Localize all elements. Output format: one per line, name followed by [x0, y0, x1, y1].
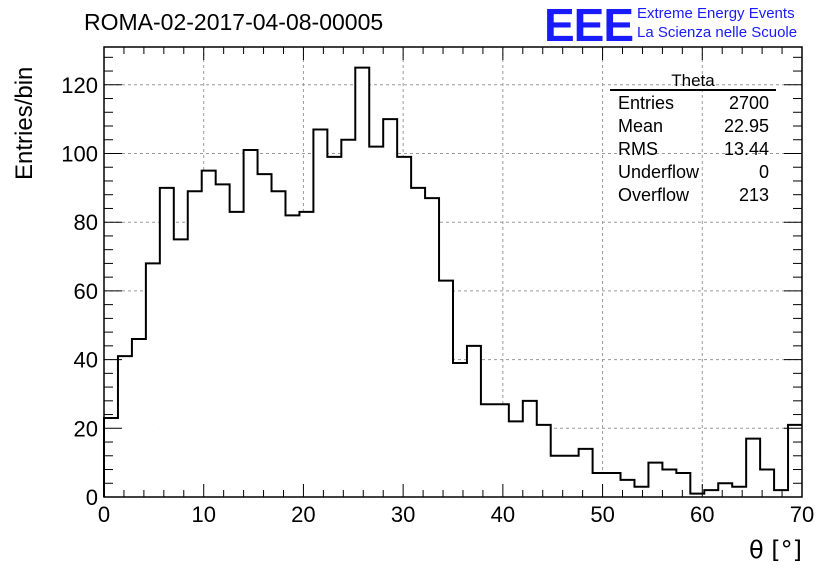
histogram-bar — [215, 184, 230, 497]
stats-label: Overflow — [618, 185, 690, 205]
stats-title: Theta — [671, 71, 715, 90]
x-tick-label: 30 — [391, 502, 415, 527]
histogram-bar — [425, 198, 440, 498]
histogram-bar — [494, 404, 509, 497]
stats-label: RMS — [618, 139, 658, 159]
histogram-bar — [648, 462, 663, 497]
x-tick-label: 10 — [191, 502, 215, 527]
stats-label: Underflow — [618, 162, 700, 182]
histogram-bar — [746, 438, 761, 497]
histogram-outline — [103, 66, 802, 497]
histogram-bar — [732, 486, 747, 497]
histogram-bar — [508, 421, 523, 497]
x-tick-label: 20 — [291, 502, 315, 527]
y-tick-label: 80 — [74, 210, 98, 235]
histogram-bar — [550, 455, 565, 497]
y-tick-label: 20 — [74, 416, 98, 441]
stats-value: 213 — [739, 185, 769, 205]
stats-label: Entries — [618, 93, 674, 113]
x-axis-title: θ [°] — [749, 536, 802, 564]
logo-line-1: Extreme Energy Events — [637, 5, 795, 22]
histogram-bar — [774, 490, 789, 497]
stats-value: 13.44 — [724, 139, 769, 159]
histogram-bar — [411, 187, 426, 497]
histogram-bar — [480, 404, 495, 497]
histogram-bar — [718, 483, 733, 497]
chart-title: ROMA-02-2017-04-08-00005 — [84, 9, 384, 35]
y-tick-label: 0 — [86, 485, 98, 510]
logo-line-2: La Scienza nelle Scuole — [637, 24, 798, 41]
histogram-bar — [662, 469, 677, 497]
stats-label: Mean — [618, 116, 663, 136]
histogram-bar — [453, 363, 467, 497]
histogram-bar — [606, 472, 621, 497]
histogram-bar — [369, 146, 384, 497]
x-tick-label: 60 — [690, 502, 714, 527]
y-tick-label: 60 — [74, 279, 98, 304]
histogram-bar — [117, 356, 132, 497]
x-tick-label: 70 — [790, 502, 814, 527]
x-tick-label: 50 — [590, 502, 614, 527]
histogram-bar — [299, 211, 314, 497]
histogram-bar — [327, 156, 342, 498]
stats-value: 2700 — [729, 93, 769, 113]
histogram-bar — [522, 400, 537, 497]
histogram-bar — [676, 472, 691, 497]
histogram-bar — [634, 486, 649, 497]
histogram-bar — [620, 479, 635, 497]
histogram-bar — [578, 448, 593, 497]
histogram-bar — [313, 129, 328, 497]
histogram-bar — [439, 280, 453, 497]
histogram-bar — [201, 170, 216, 497]
y-tick-label: 100 — [61, 141, 98, 166]
histogram-bar — [271, 191, 286, 497]
histogram-bar — [536, 424, 551, 497]
histogram-bar — [760, 469, 775, 497]
x-tick-label: 0 — [98, 502, 110, 527]
histogram-bar — [159, 187, 174, 497]
y-tick-label: 120 — [61, 73, 98, 98]
histogram-bar — [145, 263, 160, 497]
histogram-bar — [564, 455, 579, 497]
histogram-bar — [285, 215, 300, 497]
histogram-bar — [355, 67, 370, 497]
histogram-bar — [466, 345, 481, 497]
histogram-bar — [397, 156, 412, 498]
plot-frame — [103, 46, 803, 498]
y-axis-title: Entries/bin — [11, 67, 38, 180]
histogram-bar — [131, 338, 146, 497]
histogram-bar — [187, 191, 202, 497]
histogram-bar — [704, 490, 719, 497]
histogram-bar — [243, 150, 258, 497]
stats-value: 22.95 — [724, 116, 769, 136]
histogram-bar — [173, 239, 188, 498]
eee-logo: EEE — [544, 0, 634, 51]
histogram-bar — [788, 424, 802, 497]
histogram-bar — [383, 119, 398, 498]
histogram-bar — [341, 139, 356, 497]
histogram-bar — [229, 211, 244, 497]
histogram-bar — [690, 493, 705, 497]
x-tick-label: 40 — [491, 502, 515, 527]
histogram-bar — [257, 174, 272, 497]
stats-value: 0 — [759, 162, 769, 182]
histogram-bar — [104, 417, 118, 497]
y-tick-label: 40 — [74, 348, 98, 373]
histogram-bar — [592, 472, 607, 497]
